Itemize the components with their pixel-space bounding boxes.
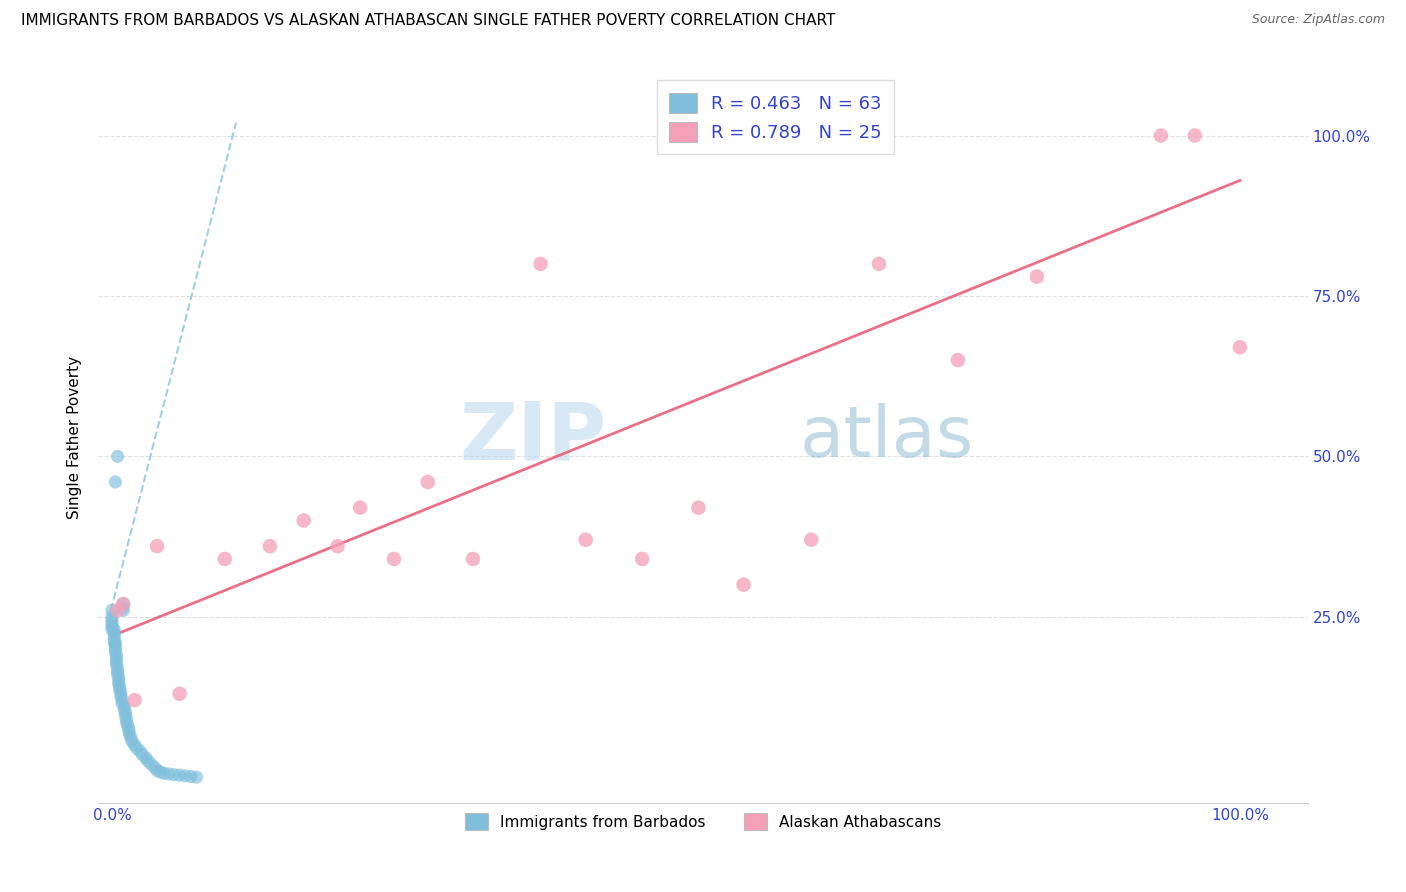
Point <box>688 500 710 515</box>
Point <box>118 728 141 742</box>
Point <box>107 603 129 617</box>
Point <box>107 450 129 464</box>
Point <box>110 687 132 701</box>
Point <box>107 673 129 688</box>
Point <box>112 699 135 714</box>
Point <box>103 625 125 640</box>
Point <box>115 715 138 730</box>
Point <box>141 757 163 772</box>
Point <box>146 539 169 553</box>
Point <box>105 648 128 663</box>
Point <box>105 657 128 672</box>
Point <box>103 623 125 637</box>
Point <box>135 751 157 765</box>
Point <box>112 600 135 615</box>
Point <box>103 635 125 649</box>
Point <box>112 603 135 617</box>
Point <box>104 635 127 649</box>
Text: atlas: atlas <box>800 402 974 472</box>
Point <box>107 665 129 679</box>
Point <box>115 712 138 726</box>
Point <box>163 767 186 781</box>
Point <box>733 577 755 591</box>
Point <box>868 257 890 271</box>
Point <box>101 619 124 633</box>
Point <box>169 768 191 782</box>
Point <box>149 764 172 779</box>
Point <box>131 747 153 762</box>
Point <box>259 539 281 553</box>
Point <box>107 677 129 691</box>
Point <box>382 552 405 566</box>
Point <box>174 769 197 783</box>
Point <box>125 741 148 756</box>
Point <box>124 738 146 752</box>
Point <box>292 514 315 528</box>
Point <box>946 353 969 368</box>
Point <box>124 693 146 707</box>
Point <box>136 754 159 768</box>
Point <box>108 681 131 695</box>
Point <box>461 552 484 566</box>
Legend: Immigrants from Barbados, Alaskan Athabascans: Immigrants from Barbados, Alaskan Athaba… <box>456 804 950 839</box>
Point <box>1184 128 1206 143</box>
Point <box>101 613 124 627</box>
Point <box>117 719 139 733</box>
Point <box>114 706 136 720</box>
Point <box>157 767 180 781</box>
Point <box>111 697 134 711</box>
Point <box>129 744 152 758</box>
Point <box>169 687 191 701</box>
Point <box>800 533 823 547</box>
Point <box>105 655 128 669</box>
Point <box>104 475 127 489</box>
Point <box>118 722 141 736</box>
Point <box>103 632 125 647</box>
Point <box>143 760 166 774</box>
Point <box>104 641 127 656</box>
Point <box>349 500 371 515</box>
Point <box>108 683 131 698</box>
Point <box>529 257 551 271</box>
Point <box>326 539 349 553</box>
Point <box>112 597 135 611</box>
Point <box>214 552 236 566</box>
Point <box>104 639 127 653</box>
Point <box>146 764 169 778</box>
Point <box>416 475 439 489</box>
Point <box>1025 269 1047 284</box>
Point <box>107 661 129 675</box>
Point <box>101 616 124 631</box>
Point <box>631 552 654 566</box>
Point <box>118 725 141 739</box>
Point <box>101 623 124 637</box>
Point <box>180 770 202 784</box>
Point <box>121 735 143 749</box>
Point <box>107 667 129 681</box>
Point <box>153 766 176 780</box>
Point <box>105 651 128 665</box>
Point <box>101 603 124 617</box>
Point <box>104 645 127 659</box>
Point <box>103 629 125 643</box>
Point <box>114 709 136 723</box>
Point <box>112 597 135 611</box>
Point <box>111 693 134 707</box>
Text: ZIP: ZIP <box>458 398 606 476</box>
Point <box>107 671 129 685</box>
Text: IMMIGRANTS FROM BARBADOS VS ALASKAN ATHABASCAN SINGLE FATHER POVERTY CORRELATION: IMMIGRANTS FROM BARBADOS VS ALASKAN ATHA… <box>21 13 835 29</box>
Point <box>112 703 135 717</box>
Point <box>186 770 208 784</box>
Y-axis label: Single Father Poverty: Single Father Poverty <box>67 356 83 518</box>
Point <box>110 690 132 704</box>
Text: Source: ZipAtlas.com: Source: ZipAtlas.com <box>1251 13 1385 27</box>
Point <box>120 731 142 746</box>
Point <box>1150 128 1173 143</box>
Point <box>575 533 598 547</box>
Point <box>101 609 124 624</box>
Point <box>1229 340 1251 354</box>
